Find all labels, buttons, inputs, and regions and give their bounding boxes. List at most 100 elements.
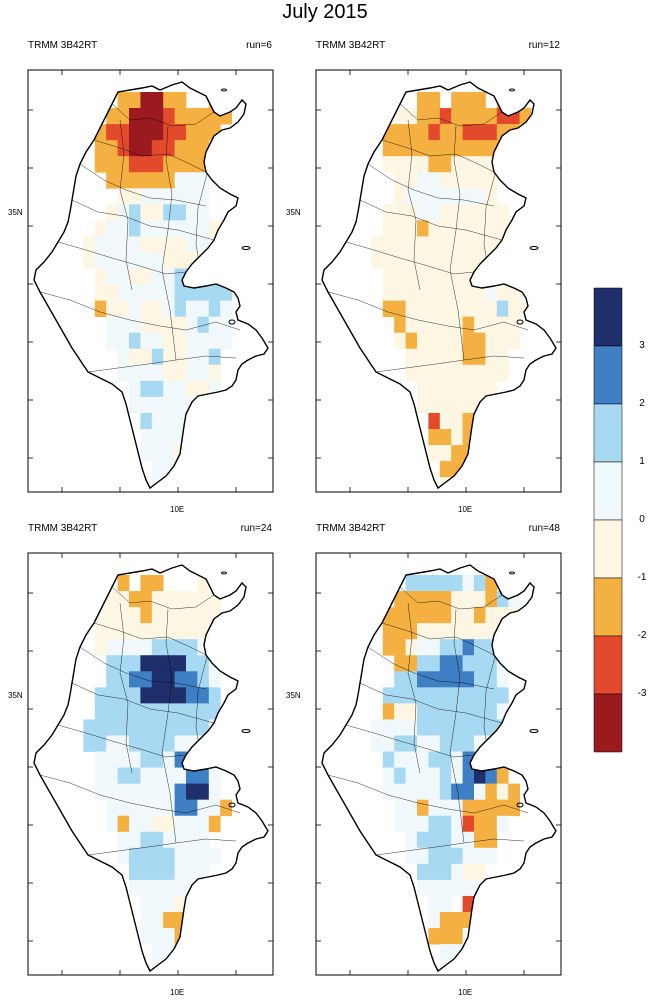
cell-anomaly-1 [405,671,418,688]
cell-anomaly-2 [186,767,198,785]
cell-anomaly-0 [140,220,153,237]
cell-anomaly-1 [106,655,118,672]
cell-anomaly-1 [428,703,441,720]
cell-anomaly-neg1 [405,284,418,302]
cell-anomaly-0 [106,332,118,350]
cell-anomaly-0 [117,204,130,221]
panel-left-title: TRMM 3B42RT [28,523,98,534]
cell-anomaly-0 [474,912,486,929]
cell-anomaly-0 [129,396,141,414]
cell-anomaly-neg2 [417,591,429,608]
cell-anomaly-0 [462,831,475,849]
cell-anomaly-neg2 [94,300,107,318]
cell-anomaly-0 [129,300,141,318]
cell-anomaly-0 [451,879,463,897]
cell-anomaly-neg1 [382,220,395,237]
cell-anomaly-neg1 [496,252,509,269]
cell-anomaly-1 [151,703,164,720]
cell-anomaly-1 [174,300,187,318]
cell-anomaly-neg1 [163,623,175,640]
cell-anomaly-1 [117,687,130,704]
cell-anomaly-0 [208,799,221,817]
colorbar-swatch [593,519,623,579]
cell-anomaly-2 [417,671,429,688]
map-canvas [27,69,274,493]
island-outline [516,802,524,808]
cell-anomaly-1 [485,719,498,736]
cell-anomaly-neg1 [117,591,130,608]
province-border [39,291,241,331]
cell-anomaly-neg1 [451,204,463,221]
cell-anomaly-neg1 [439,172,452,189]
colorbar-label: 3 [639,340,645,351]
cell-anomaly-0 [220,316,232,334]
cell-anomaly-neg1 [394,220,406,237]
cell-anomaly-neg1 [439,204,452,221]
cell-anomaly-0 [186,188,198,205]
cell-anomaly-neg1 [405,108,418,125]
cell-anomaly-1 [462,735,475,752]
cell-anomaly-0 [197,815,210,833]
cell-anomaly-neg1 [382,236,395,253]
cell-anomaly-0 [151,284,164,302]
cell-anomaly-1 [439,863,452,881]
cell-anomaly-1 [405,735,418,752]
cell-anomaly-neg2 [451,477,463,488]
cell-anomaly-0 [394,799,406,817]
cell-anomaly-1 [163,639,175,656]
cell-anomaly-0 [129,639,141,656]
cell-anomaly-1 [428,719,441,736]
cell-anomaly-neg1 [451,268,463,285]
cell-anomaly-0 [496,815,509,833]
cell-anomaly-0 [208,783,221,801]
cell-anomaly-neg1 [474,591,486,608]
cell-anomaly-neg3 [428,124,441,141]
cell-anomaly-neg1 [439,445,452,462]
country-outline [321,564,557,973]
cell-anomaly-0 [197,364,210,382]
cell-anomaly-0 [174,863,187,881]
cell-anomaly-0 [382,735,395,752]
cell-anomaly-2 [186,671,198,688]
cell-anomaly-1 [197,671,210,688]
cell-anomaly-0 [117,799,130,817]
cell-anomaly-neg2 [474,332,486,350]
province-border [57,724,187,758]
cell-anomaly-neg2 [220,799,232,817]
cell-anomaly-neg3 [106,124,118,141]
cell-anomaly-neg1 [462,156,475,173]
cell-anomaly-0 [163,831,175,849]
cell-anomaly-neg1 [174,348,187,366]
cell-anomaly-neg1 [129,348,141,366]
cell-anomaly-neg1 [405,316,418,334]
cell-anomaly-neg2 [439,140,452,157]
colorbar-swatch [593,577,623,637]
cell-anomaly-neg1 [151,591,164,608]
cell-anomaly-neg1 [428,220,441,237]
cell-anomaly-1 [417,719,429,736]
cell-anomaly-neg2 [508,799,520,817]
cell-anomaly-0 [451,767,463,785]
cell-anomaly-neg2 [428,591,441,608]
cell-anomaly-neg3 [151,140,164,157]
province-border [161,125,177,361]
cell-anomaly-1 [439,703,452,720]
cell-anomaly-0 [129,751,141,768]
province-border [87,838,237,856]
cell-anomaly-1 [174,268,187,285]
cell-anomaly-0 [451,799,463,817]
province-border [449,608,465,844]
cell-anomaly-neg2 [382,124,395,141]
cell-anomaly-neg2 [462,92,475,109]
cell-anomaly-1 [428,655,441,672]
cell-anomaly-0 [140,445,153,462]
cell-anomaly-0 [220,639,232,656]
cell-anomaly-neg2 [140,591,153,608]
cell-anomaly-neg2 [163,92,175,109]
cell-anomaly-neg1 [174,623,187,640]
cell-anomaly-3 [174,655,187,672]
cell-anomaly-0 [106,751,118,768]
cell-anomaly-neg1 [485,348,498,366]
cell-anomaly-neg1 [405,639,418,656]
cell-anomaly-2 [451,783,463,801]
